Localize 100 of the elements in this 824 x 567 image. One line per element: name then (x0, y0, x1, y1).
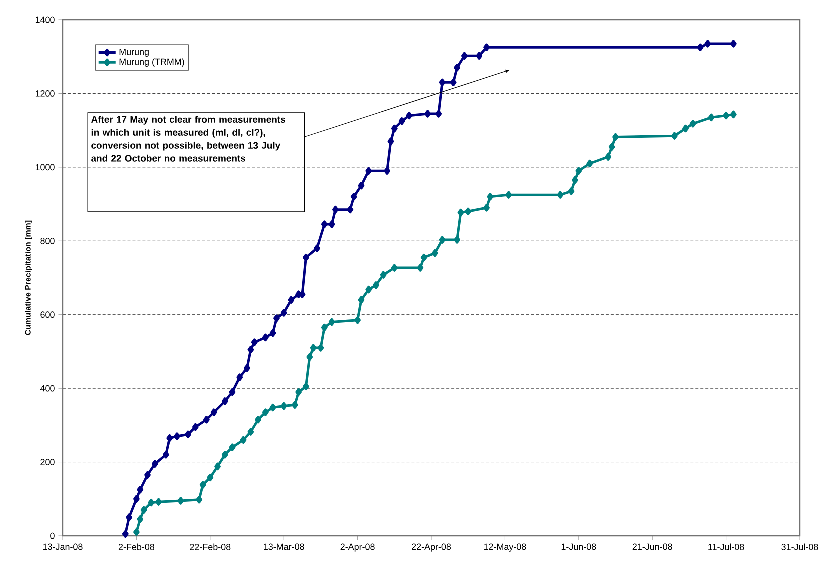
point (568, 188, 575, 196)
point (730, 40, 737, 48)
point (148, 498, 155, 507)
point (723, 112, 730, 120)
x-tick-label: 22-Feb-08 (190, 544, 231, 550)
y-tick-label: 800 (40, 238, 55, 244)
x-tick-label: 2-Apr-08 (340, 544, 375, 552)
point (384, 167, 390, 175)
point (321, 324, 328, 332)
point (432, 249, 438, 258)
y-tick-label: 1400 (36, 16, 55, 24)
point (236, 374, 244, 382)
x-tick-label: 1-Jun-08 (562, 544, 596, 550)
point (318, 344, 324, 352)
point (229, 388, 236, 396)
y-tick-label: 1000 (36, 164, 55, 171)
point (178, 497, 184, 505)
point (461, 52, 468, 60)
point (406, 112, 413, 120)
point (347, 206, 354, 214)
point (484, 204, 490, 212)
point (454, 64, 460, 72)
point (350, 193, 358, 201)
point (605, 153, 612, 161)
point (240, 436, 247, 444)
point (373, 282, 380, 290)
point (280, 402, 288, 410)
y-tick-label: 0 (50, 532, 55, 540)
point (572, 176, 578, 184)
point (672, 132, 678, 140)
point (366, 286, 372, 294)
point (270, 404, 276, 412)
point (134, 528, 140, 536)
point (358, 296, 365, 304)
point (274, 314, 280, 322)
x-tick-label: 12-May-08 (484, 544, 526, 552)
y-tick-label: 400 (40, 385, 55, 392)
x-tick-label: 31-Jul-08 (782, 544, 818, 550)
point (126, 514, 133, 522)
point (280, 309, 288, 317)
point (255, 416, 262, 424)
point (458, 208, 464, 217)
point (262, 408, 269, 416)
point (152, 460, 158, 468)
x-tick-label: 11-Jul-08 (708, 544, 744, 550)
point (697, 44, 704, 52)
point (321, 220, 328, 228)
point (708, 114, 715, 122)
point (288, 296, 295, 304)
point (204, 416, 210, 424)
point (214, 462, 221, 471)
point (380, 271, 387, 279)
point (229, 444, 236, 452)
point (248, 346, 254, 354)
point (506, 191, 512, 199)
point (251, 338, 258, 346)
legend-label: Murung (TRMM) (120, 58, 184, 67)
point (248, 428, 254, 436)
point (306, 353, 314, 362)
point (162, 451, 170, 459)
point (682, 124, 689, 133)
point (576, 167, 582, 175)
point (314, 244, 320, 252)
point (210, 408, 218, 416)
point (140, 506, 148, 514)
point (358, 182, 365, 190)
x-tick-label: 2-Feb-08 (118, 544, 154, 550)
y-tick-label: 1200 (36, 90, 55, 97)
point (328, 318, 336, 326)
point (586, 160, 594, 168)
point (487, 193, 494, 201)
annotation: After 17 May not clear from measurements in which unit is measured (ml, dl, cl?), conversion not possible, between 13 July and 22 October no measurements (91, 116, 286, 162)
y-tick-label: 200 (40, 459, 55, 466)
point (137, 516, 144, 524)
point (436, 110, 442, 118)
point (398, 118, 406, 126)
point (484, 44, 490, 52)
point (465, 208, 472, 216)
point (391, 124, 398, 133)
point (439, 78, 446, 86)
point (292, 401, 298, 409)
legend-label: Murung (120, 48, 149, 57)
point (354, 316, 361, 324)
point (222, 398, 228, 406)
point (476, 52, 483, 60)
point (420, 254, 428, 262)
point (222, 451, 228, 459)
point (310, 344, 317, 352)
point (166, 434, 174, 442)
x-tick-label: 13-Mar-08 (264, 544, 304, 550)
point (690, 120, 696, 128)
point (704, 40, 712, 48)
point (366, 167, 372, 175)
point (196, 496, 203, 504)
y-tick-label: 600 (40, 312, 55, 318)
point (270, 329, 276, 338)
point (557, 191, 564, 199)
point (174, 432, 180, 440)
point (608, 143, 616, 151)
point (137, 486, 144, 494)
